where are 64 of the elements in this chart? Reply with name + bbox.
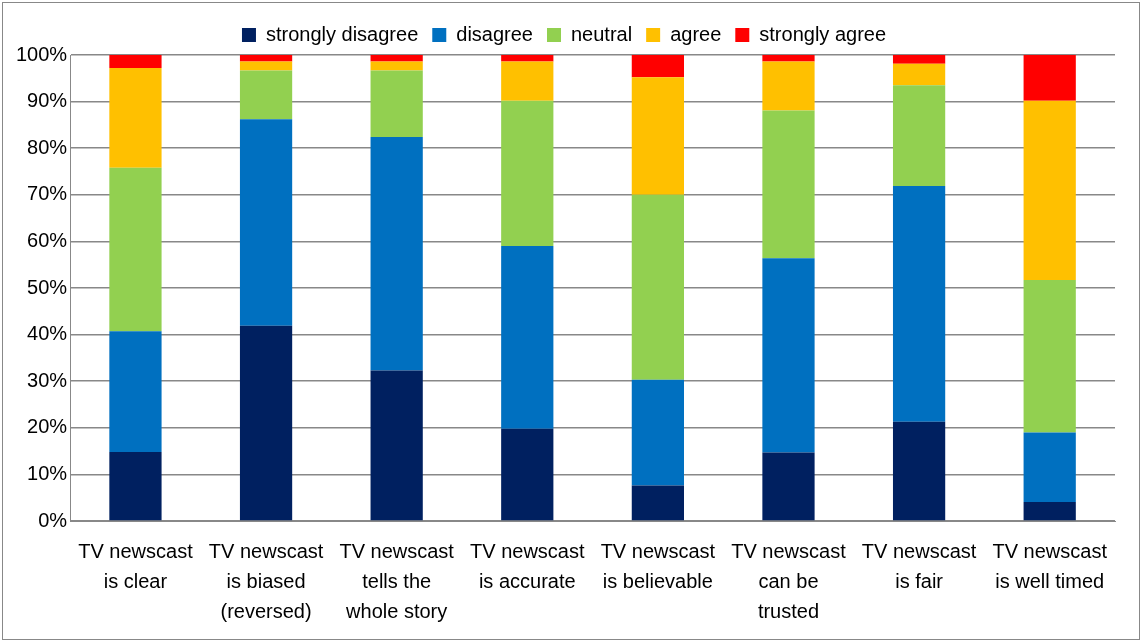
bar <box>239 70 293 120</box>
bar <box>892 85 946 186</box>
bar <box>501 246 554 429</box>
x-tick-label: TV newscast is accurate <box>470 539 585 592</box>
x-tick-label: TV newscast is believable <box>600 539 716 592</box>
bar <box>762 110 815 259</box>
bar <box>239 325 293 521</box>
legend-label: neutral <box>570 22 633 45</box>
bar <box>501 100 554 247</box>
bar <box>370 70 423 138</box>
x-tick-label: TV newscast is fair <box>861 539 977 592</box>
bar <box>239 61 293 71</box>
bar <box>501 55 554 62</box>
y-tick-label: 40% <box>27 322 68 345</box>
legend-label: strongly disagree <box>265 22 419 45</box>
bar <box>370 370 423 521</box>
bar <box>631 379 684 486</box>
y-tick-label: 20% <box>27 415 68 438</box>
y-tick-label: 80% <box>27 135 68 158</box>
y-tick-label: 50% <box>27 275 68 298</box>
bar <box>631 77 684 195</box>
legend-label: disagree <box>456 22 533 45</box>
bar <box>1023 280 1076 433</box>
bar <box>109 331 162 453</box>
x-tick-label: TV newscast tells the whole story <box>339 539 455 622</box>
bar <box>1023 100 1076 281</box>
bar <box>892 421 946 521</box>
bar <box>631 485 684 521</box>
x-tick-label: TV newscast can be trusted <box>731 539 847 622</box>
bar <box>501 428 554 521</box>
bar <box>762 61 815 111</box>
bar <box>762 258 815 453</box>
bar <box>370 137 423 371</box>
y-tick-label: 100% <box>16 42 68 65</box>
bar <box>1023 55 1076 101</box>
bar <box>370 61 423 71</box>
x-tick-label: TV newscast is well timed <box>992 539 1108 592</box>
bar <box>239 119 293 326</box>
x-tick-label: TV newscast is biased (reversed) <box>208 539 324 622</box>
x-tick-label: TV newscast is clear <box>78 539 194 592</box>
legend-label: strongly agree <box>759 22 887 45</box>
bar <box>501 61 554 101</box>
bar <box>762 55 815 62</box>
bar <box>892 185 946 422</box>
y-tick-label: 70% <box>27 182 68 205</box>
bar <box>370 55 423 62</box>
bar <box>631 194 684 380</box>
bar <box>762 452 815 521</box>
bar <box>631 55 684 78</box>
bar <box>1023 501 1076 521</box>
legend-label: agree <box>670 22 722 45</box>
bar <box>1023 432 1076 502</box>
bar <box>109 68 162 168</box>
bar <box>109 452 162 521</box>
bar <box>109 55 162 69</box>
bar <box>109 167 162 332</box>
y-tick-label: 90% <box>27 89 68 112</box>
bar <box>892 63 946 86</box>
y-tick-label: 10% <box>27 461 68 484</box>
bar <box>239 55 293 62</box>
y-tick-label: 0% <box>38 508 68 531</box>
y-tick-label: 60% <box>27 228 68 251</box>
y-tick-label: 30% <box>27 368 68 391</box>
bar <box>892 55 946 64</box>
